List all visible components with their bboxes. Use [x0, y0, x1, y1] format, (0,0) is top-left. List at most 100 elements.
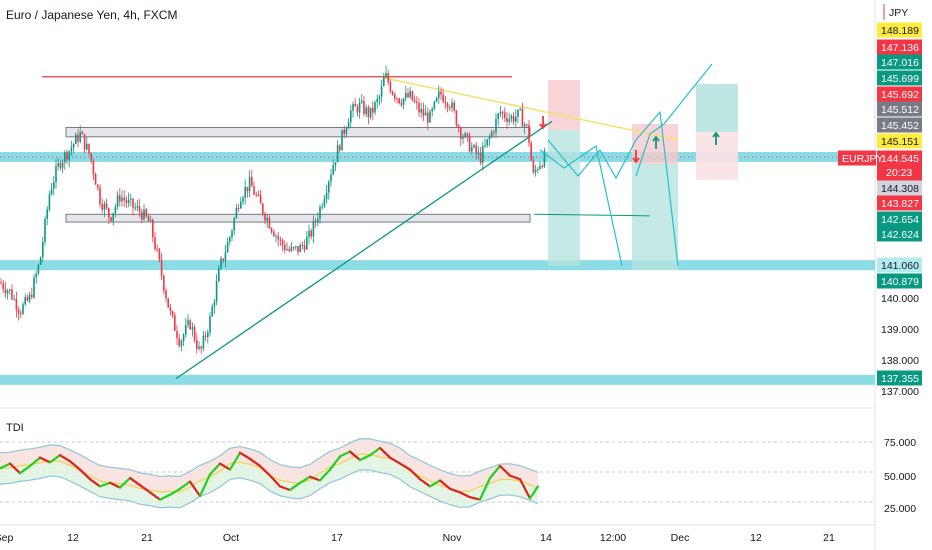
- tdi-price-line: [168, 487, 182, 496]
- tdi-price-line: [478, 476, 492, 501]
- candle-body: [336, 145, 339, 163]
- tdi-price-line: [298, 475, 312, 484]
- tdi-upper-band: [0, 438, 539, 478]
- candle-body: [343, 129, 345, 134]
- candle-body: [473, 145, 475, 148]
- tdi-price-line: [138, 484, 152, 494]
- take-profit-box: [632, 164, 678, 270]
- candle-body: [154, 237, 156, 250]
- x-tick-label: 12: [67, 532, 79, 544]
- candle-body: [495, 119, 497, 133]
- candle-body: [284, 245, 286, 251]
- candle-body: [354, 103, 356, 107]
- price-badge: [877, 180, 922, 196]
- tdi-price-line: [98, 481, 112, 488]
- candle-body: [167, 298, 169, 308]
- y-tick-label: 137.000: [881, 386, 919, 398]
- candle-body: [231, 230, 233, 238]
- candle-body: [352, 103, 354, 111]
- candle-body: [429, 111, 431, 123]
- x-tick-label: Sep: [0, 532, 13, 544]
- tdi-price-line: [408, 468, 422, 481]
- candle-body: [506, 117, 508, 122]
- tdi-price-line: [258, 464, 272, 477]
- candle-body: [141, 211, 143, 220]
- price-badge-value: 142.624: [881, 229, 919, 241]
- y-tick-label: 138.000: [881, 355, 919, 367]
- tdi-price-line: [358, 454, 372, 462]
- buy-arrow-icon: [712, 131, 720, 145]
- price-badge-value: 144.308: [881, 183, 919, 195]
- candle-body: [323, 198, 326, 207]
- candle-body: [108, 208, 110, 218]
- tdi-price-line: [108, 481, 122, 489]
- candle-body: [39, 257, 42, 265]
- candle-body: [68, 151, 70, 160]
- candle-body: [15, 298, 18, 310]
- candle-body: [444, 102, 447, 104]
- projection-path: [547, 110, 679, 267]
- candle-body: [130, 198, 132, 200]
- candle-body: [116, 195, 119, 207]
- candle-body: [88, 143, 90, 154]
- candle-body: [59, 163, 62, 168]
- candle-body: [77, 134, 79, 142]
- candle-body: [75, 134, 77, 145]
- candle-body: [262, 203, 264, 214]
- candle-body: [334, 162, 337, 166]
- symbol-label: EURJPY: [842, 153, 883, 165]
- candle-body: [405, 93, 407, 99]
- candle-body: [224, 252, 227, 261]
- candle-body: [81, 131, 84, 135]
- candle-body: [136, 206, 139, 208]
- x-tick-label: 17: [331, 532, 343, 544]
- tdi-price-line: [338, 450, 352, 458]
- chart-title: Euro / Japanese Yen, 4h, FXCM: [6, 8, 178, 22]
- candle-body: [13, 298, 15, 300]
- candle-body: [501, 112, 504, 114]
- candle-body: [248, 176, 251, 192]
- candle-body: [11, 289, 13, 300]
- price-badge: [877, 70, 922, 86]
- symbol-badge: [838, 150, 876, 166]
- candle-body: [101, 204, 103, 210]
- support-zone: [0, 374, 875, 385]
- tdi-price-line: [68, 460, 82, 471]
- candle-body: [171, 311, 174, 316]
- candle-body: [286, 249, 288, 251]
- candle-body: [442, 94, 444, 103]
- candle-body: [431, 108, 433, 112]
- candle-body: [356, 106, 359, 113]
- tdi-price-line: [418, 478, 432, 488]
- candle-body: [92, 160, 95, 174]
- candle-body: [127, 199, 130, 203]
- candle-body: [391, 91, 394, 95]
- candle-body: [339, 145, 341, 151]
- candle-body: [400, 103, 403, 105]
- candle-body: [464, 133, 466, 138]
- sell-arrow-icon: [539, 116, 547, 130]
- candle-body: [4, 289, 7, 294]
- buy-arrow-icon: [652, 135, 660, 149]
- price-badge: [877, 211, 922, 227]
- candle-body: [310, 230, 312, 237]
- candle-body: [279, 239, 282, 241]
- projection-path: [635, 63, 713, 177]
- sell-arrow-icon: [632, 150, 640, 164]
- candle-body: [325, 192, 328, 199]
- candle-body: [134, 207, 136, 209]
- candle-body: [543, 151, 546, 167]
- candle-body: [297, 246, 299, 253]
- price-badge-value: 142.654: [881, 214, 919, 226]
- candle-body: [451, 102, 453, 108]
- candle-body: [149, 219, 152, 222]
- candle-body: [112, 213, 114, 222]
- candle-body: [165, 290, 167, 299]
- candle-body: [484, 145, 486, 147]
- candle-body: [233, 218, 235, 231]
- tdi-price-line: [78, 468, 92, 481]
- tdi-price-line: [318, 468, 332, 482]
- tdi-price-line: [208, 462, 222, 476]
- candle-body: [328, 181, 330, 193]
